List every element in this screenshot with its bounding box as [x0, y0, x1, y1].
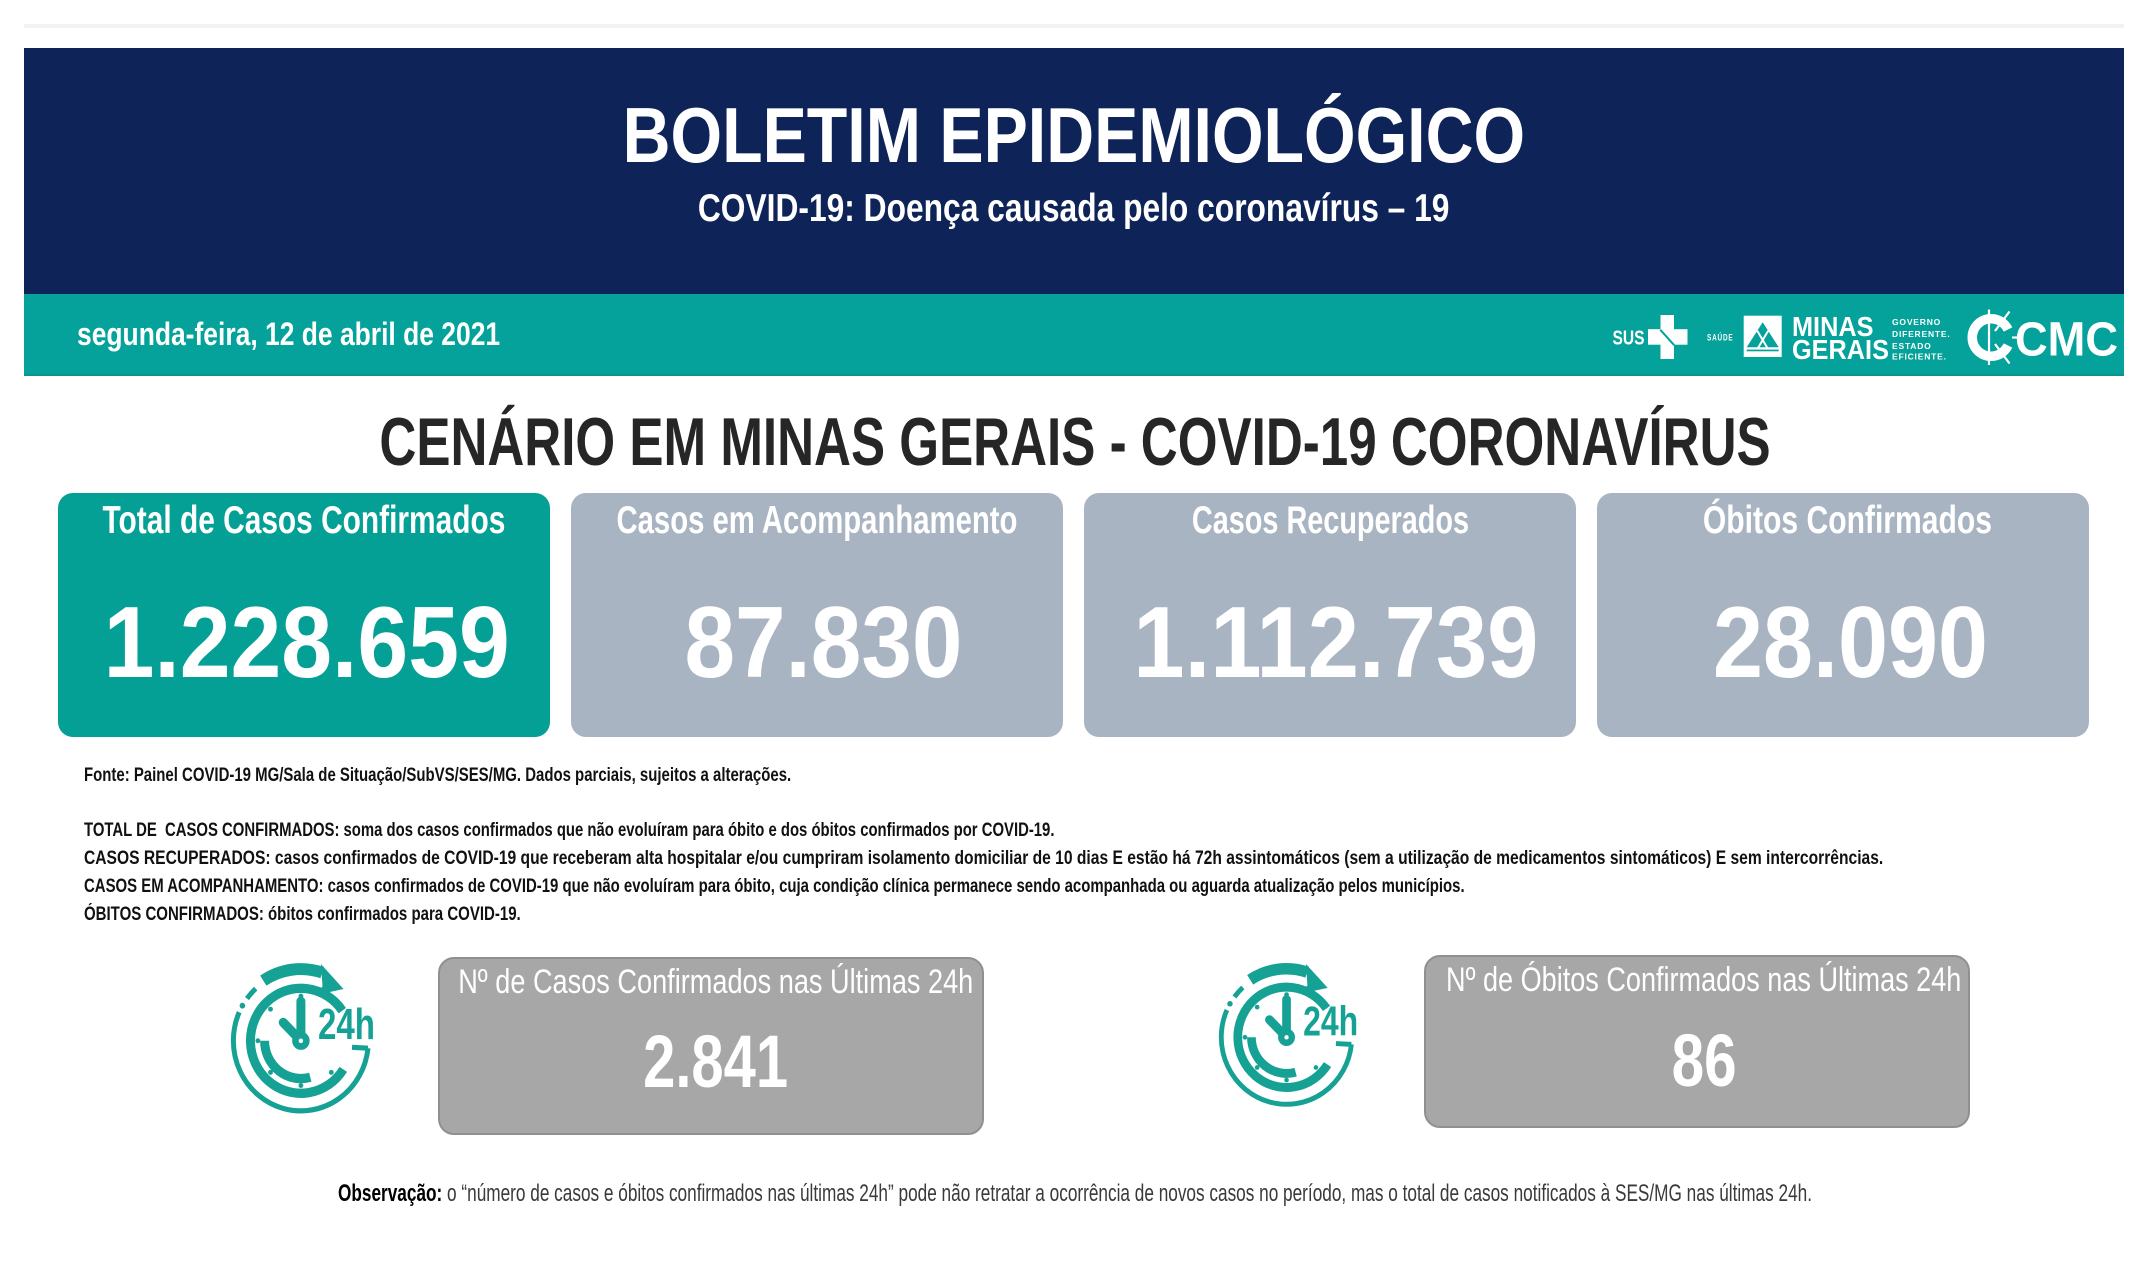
svg-text:EFICIENTE.: EFICIENTE. — [1892, 352, 1947, 362]
svg-text:MINAS: MINAS — [1792, 311, 1873, 342]
svg-text:SUS: SUS — [1613, 327, 1645, 350]
svg-text:24h: 24h — [1303, 998, 1358, 1045]
svg-text:SAÚDE: SAÚDE — [1707, 332, 1734, 344]
svg-text:CMC: CMC — [2015, 314, 2118, 367]
svg-text:ESTADO: ESTADO — [1892, 341, 1932, 351]
svg-text:DIFERENTE.: DIFERENTE. — [1892, 329, 1951, 339]
svg-text:GOVERNO: GOVERNO — [1892, 317, 1941, 327]
svg-text:24h: 24h — [318, 1000, 375, 1049]
svg-text:GERAIS: GERAIS — [1792, 334, 1889, 365]
